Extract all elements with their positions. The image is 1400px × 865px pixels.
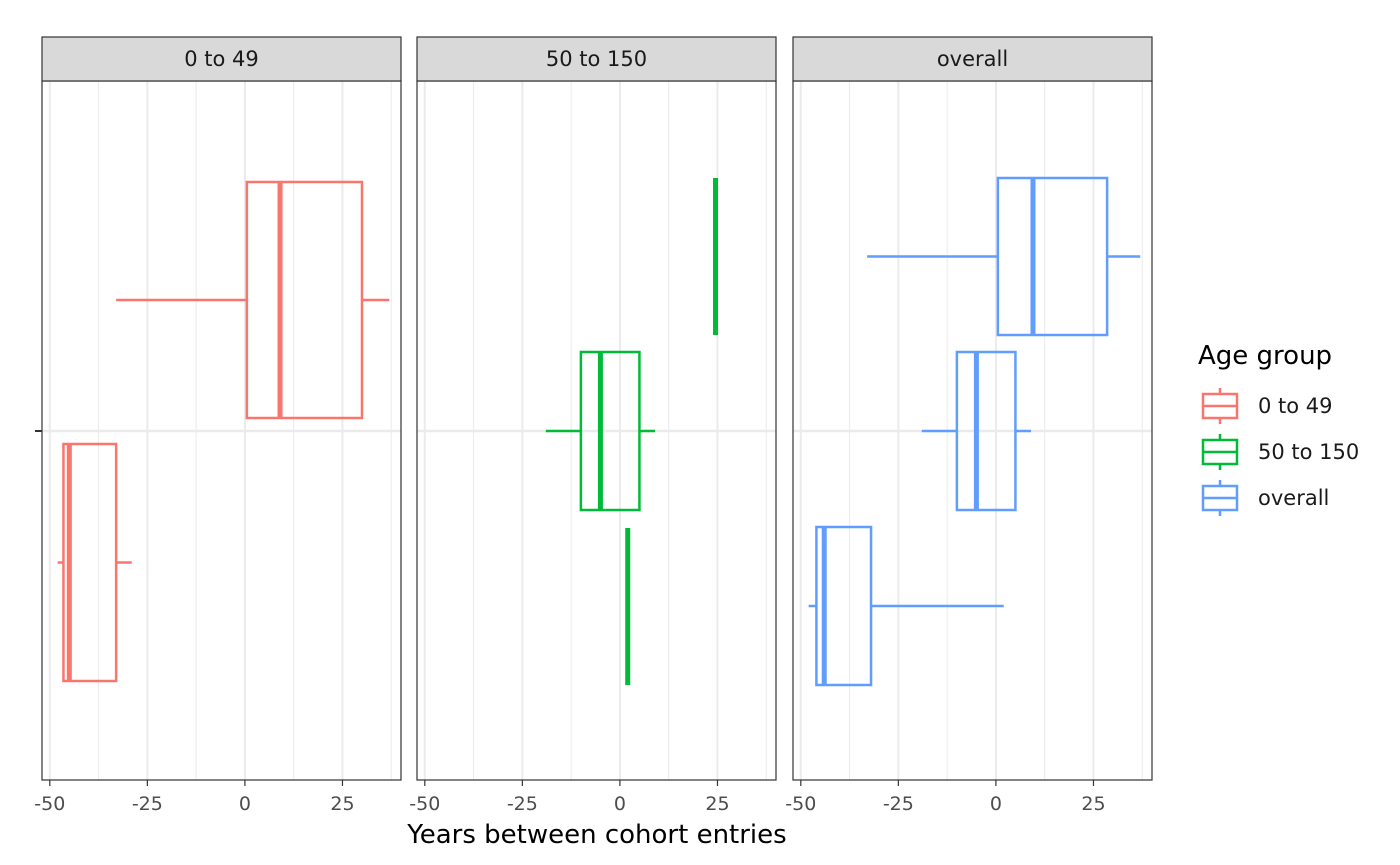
- legend-label: 0 to 49: [1258, 394, 1333, 418]
- legend-key: overall: [1201, 480, 1329, 516]
- x-tick-label: 25: [1081, 793, 1105, 815]
- x-tick-label: -50: [34, 793, 65, 815]
- x-tick-label: -25: [507, 793, 538, 815]
- box-iqr: [996, 176, 1109, 337]
- facet-strip-label: 50 to 150: [546, 47, 647, 71]
- box-iqr: [245, 180, 364, 420]
- legend-label: 50 to 150: [1258, 440, 1359, 464]
- box-iqr: [579, 350, 641, 512]
- box-iqr: [815, 525, 873, 687]
- x-tick-label: 25: [705, 793, 729, 815]
- x-tick-label: 0: [990, 793, 1002, 815]
- box-iqr: [62, 442, 118, 683]
- facet-strip-label: 0 to 49: [184, 47, 259, 71]
- facet-panel: 50 to 150 -50 -25 0 25: [409, 36, 777, 815]
- facet-panel: overall -50 -25 0 25: [785, 36, 1153, 815]
- facet-strip: [792, 36, 1153, 82]
- boxplot-lower: [808, 525, 1004, 687]
- boxplot-lower: [57, 442, 132, 683]
- legend-title: Age group: [1198, 341, 1332, 371]
- x-tick-label: 0: [239, 793, 251, 815]
- x-axis-title: Years between cohort entries: [406, 820, 786, 850]
- facet-panel: 0 to 49 -50 -25 0 25: [34, 36, 402, 815]
- boxplot-middle: [921, 350, 1032, 512]
- legend-key: 50 to 150: [1201, 434, 1359, 470]
- legend-label: overall: [1258, 486, 1329, 510]
- x-tick-label: -50: [409, 793, 440, 815]
- x-tick-label: -25: [132, 793, 163, 815]
- boxplot-upper: [867, 176, 1141, 337]
- box-iqr: [955, 350, 1017, 512]
- facet-strip-label: overall: [937, 47, 1008, 71]
- facet-strip: [416, 36, 777, 82]
- legend: Age group 0 to 49 50 to 150 overall: [1198, 341, 1359, 516]
- boxplot-middle: [545, 350, 656, 512]
- x-tick-label: 0: [614, 793, 626, 815]
- x-tick-label: -50: [785, 793, 816, 815]
- boxplot-upper: [116, 180, 390, 420]
- x-tick-label: 25: [330, 793, 354, 815]
- x-tick-label: -25: [883, 793, 914, 815]
- legend-keys: 0 to 49 50 to 150 overall: [1201, 388, 1359, 516]
- facet-strip: [41, 36, 402, 82]
- legend-key: 0 to 49: [1201, 388, 1333, 424]
